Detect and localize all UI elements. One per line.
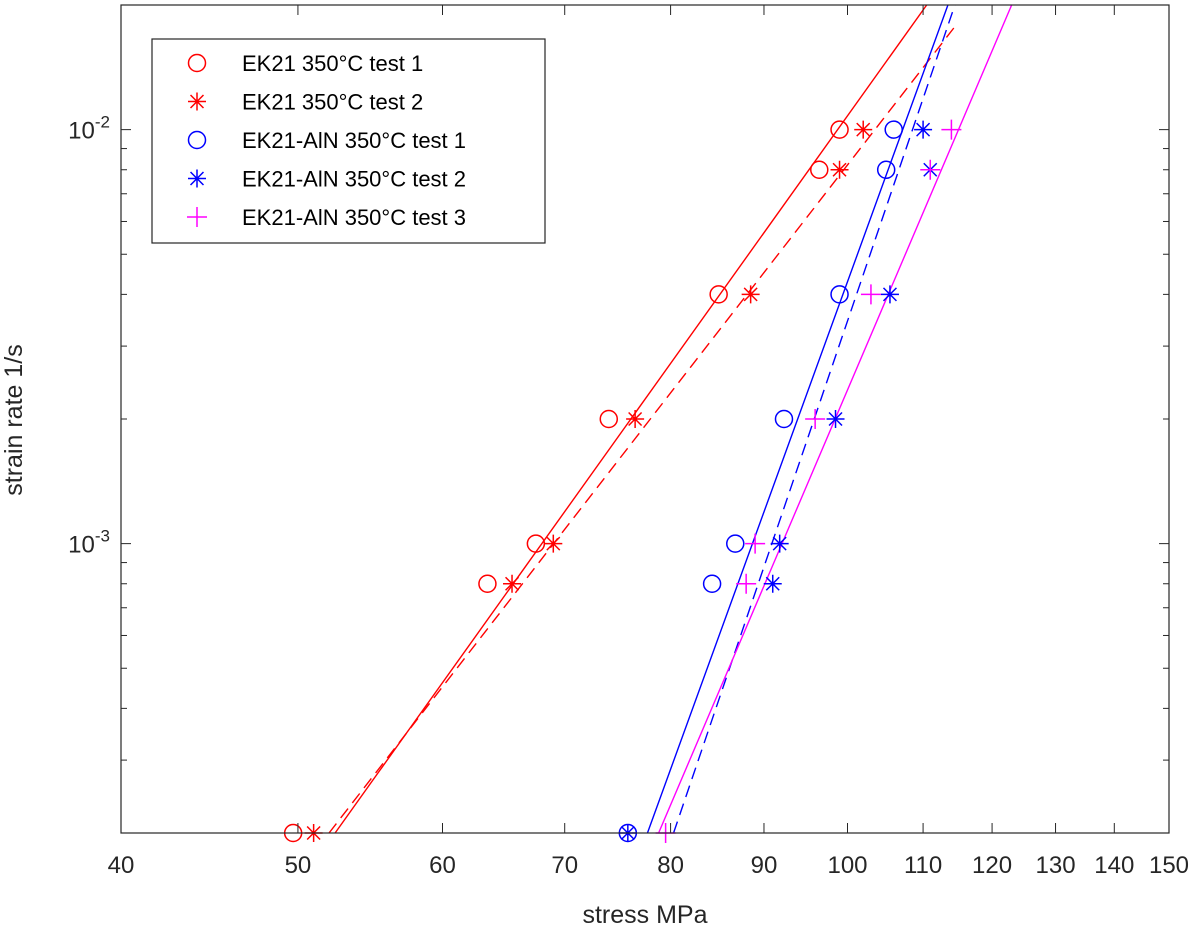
legend-label: EK21 350°C test 2 (242, 90, 423, 115)
data-point-series-4 (770, 534, 789, 553)
y-axis-ticks: 10-3 10-2 (68, 4, 1169, 834)
data-point-series-3 (830, 285, 849, 304)
x-tick-label: 80 (657, 852, 684, 879)
data-point-series-2 (830, 160, 849, 179)
data-point-series-1 (478, 574, 497, 593)
x-tick-label: 150 (1149, 852, 1189, 879)
legend-label: EK21-AlN 350°C test 2 (242, 167, 466, 192)
data-point-series-5 (736, 573, 757, 594)
legend-label: EK21-AlN 350°C test 3 (242, 205, 466, 230)
x-tick-label: 110 (904, 852, 942, 879)
x-tick-label: 140 (1094, 852, 1134, 879)
x-tick-label: 40 (108, 852, 135, 879)
data-point-series-5 (860, 284, 881, 305)
legend-marker-series-4 (188, 169, 206, 188)
legend-marker-series-3 (187, 130, 207, 150)
x-tick-label: 130 (1036, 852, 1076, 879)
y-tick-label: 10-3 (68, 527, 110, 559)
data-point-series-1 (599, 409, 619, 429)
data-point-series-2 (854, 120, 873, 139)
data-point-series-3 (702, 574, 722, 593)
x-tick-label: 60 (429, 852, 456, 879)
data-point-series-2 (741, 285, 760, 304)
x-tick-label: 100 (827, 852, 867, 879)
x-tick-label: 120 (972, 852, 1012, 879)
legend-marker-series-5 (187, 207, 207, 227)
data-point-series-4 (914, 120, 933, 139)
legend-label: EK21 350°C test 1 (242, 51, 423, 76)
data-point-series-1 (709, 285, 728, 304)
data-point-series-2 (544, 534, 563, 553)
data-markers (283, 119, 962, 843)
x-tick-label: 70 (551, 852, 578, 879)
data-point-series-3 (726, 534, 745, 553)
x-axis-ticks: 40 50 60 70 80 90 100 110 120 130 140 150 (108, 5, 1189, 879)
data-point-series-2 (503, 574, 522, 593)
data-point-series-2 (626, 410, 645, 428)
data-point-series-1 (810, 160, 829, 179)
data-point-series-4 (826, 410, 845, 428)
data-point-series-4 (763, 574, 782, 593)
legend-box (151, 38, 546, 244)
data-point-series-5 (920, 159, 941, 180)
data-point-series-3 (876, 160, 896, 179)
data-point-series-3 (774, 409, 794, 429)
fit-line-series-3 (646, 5, 949, 833)
data-point-series-5 (941, 119, 962, 140)
data-point-series-5 (745, 533, 766, 554)
data-point-series-3 (884, 120, 903, 139)
x-tick-label: 90 (751, 852, 778, 879)
data-point-series-4 (880, 285, 899, 304)
legend: EK21 350°C test 1 EK21 350°C test 2 EK21-A… (151, 38, 546, 244)
data-point-series-5 (805, 409, 826, 429)
data-point-series-1 (830, 120, 849, 139)
legend-marker-series-2 (188, 92, 206, 111)
legend-marker-series-1 (187, 53, 207, 73)
y-tick-label: 10-2 (68, 113, 110, 145)
legend-label: EK21-AlN 350°C test 1 (242, 128, 466, 153)
y-axis-label: strain rate 1/s (0, 344, 28, 495)
x-axis-label: stress MPa (582, 901, 707, 929)
x-tick-label: 50 (285, 852, 312, 879)
